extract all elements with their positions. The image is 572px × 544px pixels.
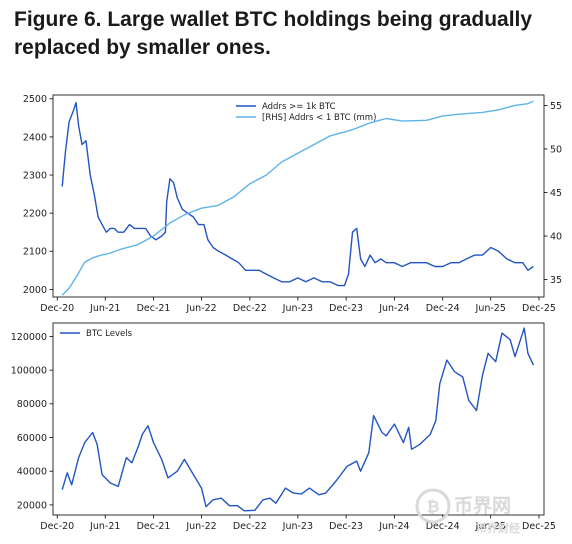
- y-tick-label: 2300: [23, 170, 47, 181]
- x-tick-label: Dec-25: [522, 303, 556, 314]
- x-tick-label: Dec-22: [233, 521, 267, 532]
- y-tick-label: 2200: [23, 209, 47, 220]
- y-tick-label: 40000: [17, 467, 47, 478]
- watermark-logo-icon: [415, 488, 451, 524]
- y2-tick-label: 35: [550, 275, 562, 286]
- series-line-2: [61, 100, 534, 296]
- y2-tick-label: 45: [550, 188, 562, 199]
- x-tick-label: Jun-25: [475, 521, 506, 532]
- x-tick-label: Dec-24: [426, 303, 460, 314]
- y-tick-label: 80000: [17, 399, 47, 410]
- x-tick-label: Dec-21: [137, 521, 171, 532]
- y-tick-label: 100000: [11, 366, 47, 377]
- y2-tick-label: 55: [550, 101, 562, 112]
- watermark-text: 币界网: [454, 495, 511, 517]
- series-line-1: [61, 327, 535, 512]
- plot-frame: [52, 94, 545, 298]
- y-tick-label: 60000: [17, 433, 47, 444]
- y-tick-label: 2500: [23, 94, 47, 105]
- chart-title: Figure 6. Large wallet BTC holdings bein…: [14, 8, 533, 59]
- x-tick-label: Jun-23: [282, 303, 313, 314]
- x-tick-label: Dec-23: [329, 521, 363, 532]
- y2-tick-label: 40: [550, 231, 562, 242]
- series-line-1: [61, 101, 534, 287]
- top-chart: Dec-20 Jun-21 Dec-21 Jun-22 Dec-22 Jun-23 Dec-…: [23, 94, 562, 314]
- x-tick-label: Jun-22: [185, 521, 216, 532]
- bottom-chart: Dec-20 Jun-21 Dec-21 Jun-22 Dec-22 Jun-23 Dec-…: [11, 322, 556, 532]
- plot-frame: [52, 322, 545, 516]
- watermark-subtext: 币界财经: [476, 521, 520, 535]
- y-tick-label: 2100: [23, 247, 47, 258]
- x-tick-label: Dec-20: [40, 303, 74, 314]
- x-tick-label: Dec-21: [137, 303, 171, 314]
- x-tick-label: Dec-22: [233, 303, 267, 314]
- y-tick-label: 120000: [11, 332, 47, 343]
- x-tick-label: Dec-24: [426, 521, 460, 532]
- legend-label: Addrs >= 1k BTC: [262, 102, 336, 112]
- x-tick-label: Jun-24: [378, 303, 409, 314]
- x-tick-label: Dec-25: [522, 521, 556, 532]
- x-tick-label: Jun-24: [378, 521, 409, 532]
- x-tick-label: Jun-21: [89, 303, 120, 314]
- y-tick-label: 2400: [23, 132, 47, 143]
- legend-label: BTC Levels: [86, 329, 133, 339]
- y-tick-label: 2000: [23, 285, 47, 296]
- legend: Addrs >= 1k BTC[RHS] Addrs < 1 BTC (mm): [236, 102, 376, 123]
- x-tick-label: Dec-23: [329, 303, 363, 314]
- watermark-logo-glyph: ₿: [426, 497, 439, 516]
- x-tick-label: Jun-25: [475, 303, 506, 314]
- x-tick-label: Jun-23: [282, 521, 313, 532]
- legend: BTC Levels: [60, 329, 133, 339]
- legend-label: [RHS] Addrs < 1 BTC (mm): [262, 113, 376, 123]
- x-tick-label: Jun-22: [185, 303, 216, 314]
- x-tick-label: Dec-20: [40, 521, 74, 532]
- y-tick-label: 20000: [17, 500, 47, 511]
- y2-tick-label: 50: [550, 144, 562, 155]
- x-tick-label: Jun-21: [89, 521, 120, 532]
